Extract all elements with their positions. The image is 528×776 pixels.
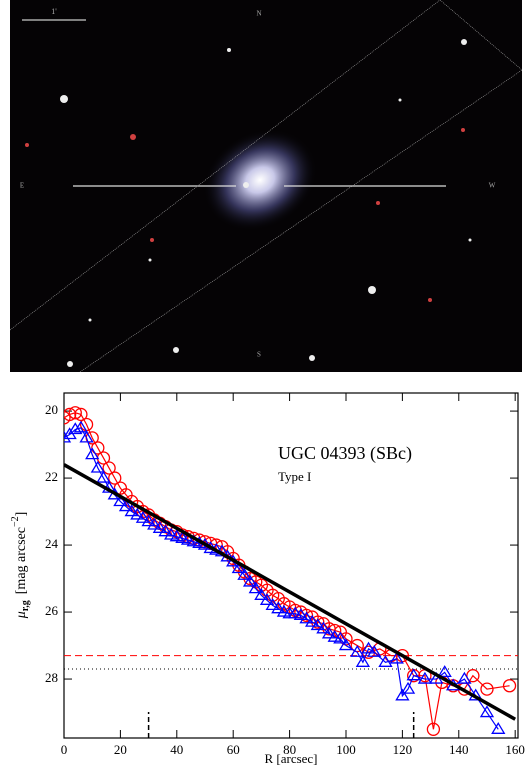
- data-point: [64, 430, 72, 443]
- red-stars: [25, 128, 465, 302]
- data-point: [90, 460, 105, 473]
- compass-label: S: [257, 351, 261, 359]
- data-point: [73, 420, 89, 433]
- data-point: [350, 644, 365, 657]
- data-point: [79, 430, 94, 443]
- data-point: [231, 561, 246, 574]
- subtitle: Type I: [278, 469, 311, 484]
- data-point: [367, 644, 382, 657]
- data-point: [152, 521, 168, 533]
- data-point: [91, 441, 105, 455]
- y-label-symbol: μ: [14, 611, 29, 619]
- survey-edge: [79, 69, 522, 372]
- data-point: [457, 671, 472, 684]
- data-point: [316, 621, 331, 634]
- x-tick-label: 120: [393, 742, 413, 757]
- fit-line: [64, 463, 517, 721]
- x-tick-label: 160: [505, 742, 525, 757]
- data-point: [74, 407, 88, 422]
- y-label-unit: [mag arcsec: [14, 527, 29, 594]
- data-point: [147, 517, 162, 530]
- x-tick-label: 140: [449, 742, 469, 757]
- data-point: [259, 593, 275, 605]
- data-point: [480, 682, 494, 696]
- data-point: [64, 411, 71, 425]
- data-point: [85, 447, 100, 460]
- data-point: [96, 470, 111, 483]
- data-point: [426, 722, 441, 736]
- x-tick-label: 60: [227, 742, 240, 757]
- data-point: [68, 406, 82, 420]
- x-tick-label: 80: [283, 742, 296, 757]
- data-point: [102, 461, 116, 475]
- data-point: [400, 681, 416, 694]
- y-tick-label: 26: [45, 603, 59, 618]
- y-tick-label: 20: [45, 402, 58, 417]
- data-point: [333, 631, 348, 644]
- sky-image: 1' N E W S: [10, 0, 522, 372]
- scale-label: 1': [51, 7, 57, 16]
- data-point: [293, 608, 309, 621]
- data-point: [113, 494, 128, 507]
- data-point: [124, 504, 139, 517]
- x-tick-label: 20: [114, 742, 127, 757]
- data-point: [135, 511, 151, 523]
- data-point: [389, 651, 404, 664]
- data-point: [254, 588, 269, 600]
- data-point: [361, 641, 376, 654]
- compass-label: N: [256, 10, 261, 18]
- data-point: [479, 705, 495, 718]
- data-point: [502, 679, 517, 693]
- data-point: [310, 618, 325, 631]
- data-point: [158, 524, 173, 537]
- data-point: [242, 574, 258, 587]
- stars: [60, 39, 472, 367]
- compass-label: W: [489, 182, 496, 190]
- data-point: [248, 581, 263, 594]
- plot-frame: [63, 392, 519, 739]
- y-tick-label: 28: [45, 670, 58, 685]
- plot-area: [64, 406, 518, 736]
- compass-label: E: [20, 182, 24, 190]
- data-point: [321, 626, 337, 639]
- x-axis-label: R [arcsec]: [264, 751, 317, 766]
- data-point: [395, 688, 410, 701]
- x-tick-label: 0: [61, 742, 68, 757]
- data-point: [417, 671, 433, 684]
- data-point: [305, 614, 320, 627]
- y-label-exponent: −2: [10, 516, 21, 527]
- data-point: [350, 638, 364, 653]
- data-point: [130, 507, 145, 520]
- galaxy: [202, 128, 318, 232]
- y-label-subscript: r,g: [20, 600, 31, 611]
- data-point: [271, 601, 286, 614]
- x-tick-label: 100: [336, 742, 356, 757]
- data-point: [466, 669, 480, 683]
- data-point: [118, 499, 134, 512]
- y-label-close: ]: [14, 512, 29, 517]
- data-point: [237, 567, 252, 580]
- annotation: UGC 04393 (SBc): [278, 443, 412, 464]
- data-point: [108, 471, 122, 485]
- data-point: [406, 668, 421, 681]
- y-tick-label: 24: [45, 536, 59, 551]
- data-point: [355, 655, 371, 667]
- data-point: [378, 655, 393, 667]
- data-point: [299, 611, 314, 624]
- data-point: [338, 638, 354, 651]
- y-axis-label: μr,g [mag arcsec−2]: [10, 512, 31, 620]
- profile-line: [64, 427, 499, 730]
- x-tick-label: 40: [170, 742, 183, 757]
- data-point: [141, 514, 156, 527]
- data-point: [437, 665, 452, 677]
- data-point: [64, 407, 77, 422]
- data-point: [265, 598, 280, 611]
- y-tick-label: 22: [45, 469, 58, 484]
- data-point: [68, 422, 83, 435]
- data-point: [491, 722, 506, 734]
- survey-edge: [10, 0, 441, 331]
